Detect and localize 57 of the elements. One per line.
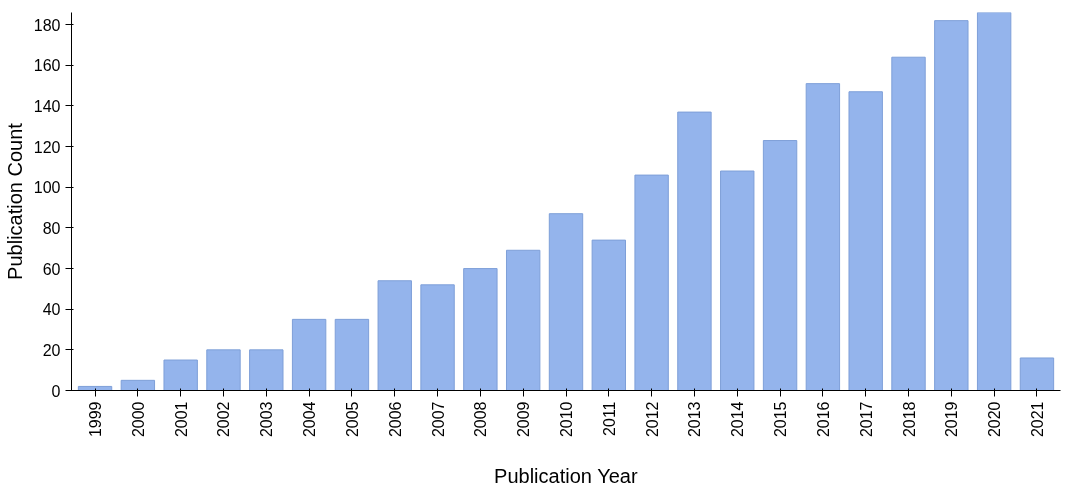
bar: [1019, 357, 1055, 391]
y-tick-label: 180: [33, 16, 61, 34]
bar: [762, 140, 798, 391]
bar: [848, 91, 883, 391]
bar: [720, 170, 755, 391]
bar: [420, 284, 455, 391]
bar: [548, 213, 584, 391]
x-axis-title: Publication Year: [494, 465, 638, 488]
x-tick-label: 2013: [686, 401, 704, 438]
y-tick-label: 40: [42, 301, 61, 319]
y-tick-label: 100: [33, 179, 61, 197]
x-tick-label: 2001: [172, 401, 190, 438]
bar: [334, 318, 370, 391]
x-tick-label: 2015: [772, 401, 790, 438]
y-axis-title: Publication Count: [3, 122, 26, 280]
bar: [377, 280, 412, 391]
bar: [934, 20, 969, 391]
x-tick-label: 2007: [429, 401, 447, 438]
bar: [634, 174, 669, 391]
bar: [677, 111, 712, 391]
bar: [291, 318, 327, 391]
x-tick-label: 2012: [643, 401, 661, 438]
bar: [805, 83, 841, 391]
bar: [891, 56, 926, 391]
x-tick-label: 2003: [258, 401, 276, 438]
x-tick-label: 1999: [87, 401, 105, 438]
y-tick-label: 20: [42, 341, 61, 359]
y-tick-label: 0: [51, 382, 61, 400]
x-tick-label: 2021: [1028, 401, 1046, 438]
y-tick-label: 140: [33, 97, 61, 115]
y-tick-label: 60: [42, 260, 61, 278]
x-tick-label: 2000: [129, 401, 147, 438]
x-tick-label: 2006: [386, 401, 404, 438]
bar: [120, 379, 156, 391]
bar: [249, 349, 284, 391]
y-tick-label: 160: [33, 57, 61, 75]
x-tick-label: 2009: [515, 401, 533, 438]
x-tick-label: 2016: [814, 401, 832, 438]
y-tick-label: 80: [42, 219, 61, 237]
x-tick-label: 2020: [986, 401, 1004, 438]
bar: [976, 12, 1012, 391]
x-tick-label: 2011: [600, 401, 618, 436]
x-tick-label: 2002: [215, 401, 233, 438]
x-tick-label: 2008: [472, 401, 490, 438]
x-tick-label: 2014: [729, 401, 747, 438]
bar: [163, 359, 198, 391]
bar: [463, 268, 498, 391]
x-tick-label: 2004: [301, 401, 319, 438]
x-tick-label: 2017: [857, 401, 875, 438]
x-tick-label: 2019: [943, 401, 961, 438]
bar: [505, 249, 541, 391]
bar: [206, 349, 241, 391]
y-tick-label: 120: [33, 138, 61, 156]
x-tick-label: 2010: [558, 401, 575, 438]
bar: [591, 239, 627, 391]
x-tick-label: 2018: [900, 401, 918, 438]
x-tick-label: 2005: [343, 401, 361, 438]
